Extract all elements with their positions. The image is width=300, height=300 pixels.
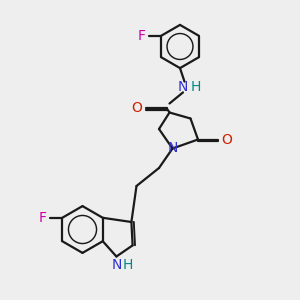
- Text: N: N: [178, 80, 188, 94]
- Text: O: O: [221, 133, 232, 146]
- Text: F: F: [39, 211, 47, 225]
- Text: N: N: [167, 142, 178, 155]
- Text: F: F: [138, 29, 146, 43]
- Text: O: O: [131, 101, 142, 115]
- Text: H: H: [191, 80, 201, 94]
- Text: H: H: [123, 258, 133, 272]
- Text: N: N: [111, 258, 122, 272]
